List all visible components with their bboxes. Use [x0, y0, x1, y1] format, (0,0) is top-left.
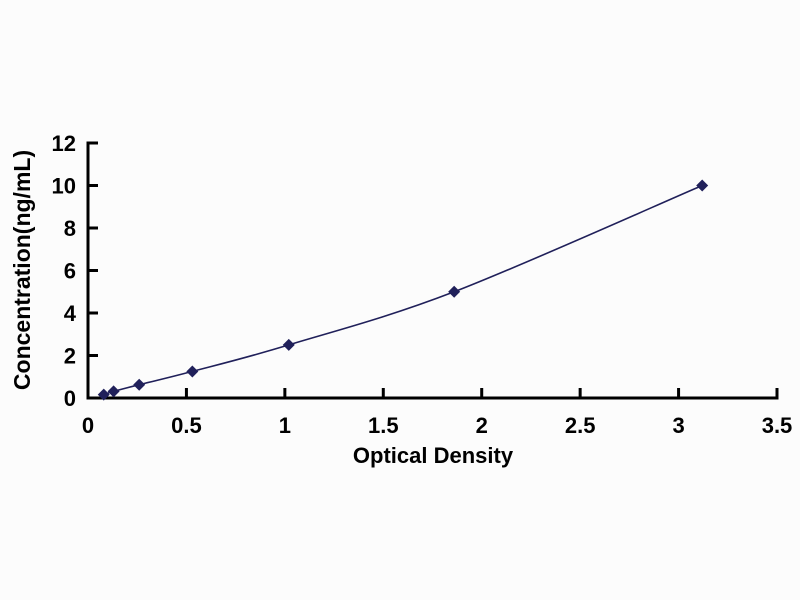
x-tick-label: 1.5 — [368, 413, 399, 438]
x-tick-label: 2 — [476, 413, 488, 438]
y-axis-label: Concentration(ng/mL) — [9, 150, 35, 390]
x-tick-label: 0 — [82, 413, 94, 438]
data-point-marker — [107, 385, 120, 398]
y-tick-label: 4 — [64, 301, 77, 326]
x-tick-label: 3 — [672, 413, 684, 438]
y-tick-label: 2 — [64, 344, 76, 369]
x-tick-label: 2.5 — [565, 413, 596, 438]
data-series-layer — [97, 179, 709, 401]
standard-curve-line — [103, 184, 703, 396]
axes-layer — [86, 141, 779, 400]
y-tick-label: 8 — [64, 216, 76, 241]
data-point-marker — [186, 365, 199, 378]
data-point-marker — [133, 378, 146, 391]
x-tick-label: 0.5 — [171, 413, 202, 438]
data-point-marker — [696, 179, 709, 192]
x-tick-label: 1 — [279, 413, 291, 438]
x-axis-label: Optical Density — [353, 443, 514, 468]
y-tick-label: 0 — [64, 386, 76, 411]
y-tick-label: 12 — [52, 131, 76, 156]
tick-layer: 0 2 4 6 8 10 12 0 0.5 1 1.5 2 2.5 3 3.5 — [52, 131, 793, 438]
data-point-marker — [282, 338, 295, 351]
data-point-marker — [448, 285, 461, 298]
x-tick-label: 3.5 — [762, 413, 793, 438]
y-tick-label: 6 — [64, 259, 76, 284]
data-point-marker — [97, 388, 110, 401]
y-tick-label: 10 — [52, 174, 76, 199]
